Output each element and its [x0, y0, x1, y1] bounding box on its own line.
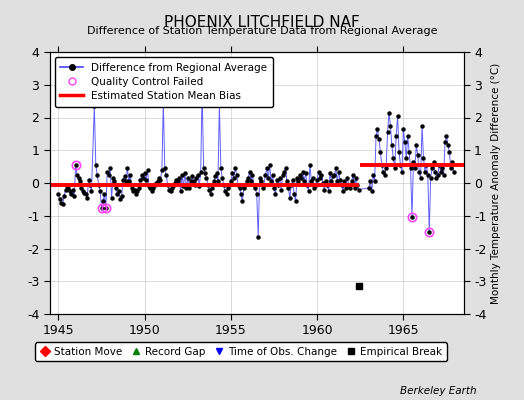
Legend: Station Move, Record Gap, Time of Obs. Change, Empirical Break: Station Move, Record Gap, Time of Obs. C…	[35, 342, 447, 361]
Text: Difference of Station Temperature Data from Regional Average: Difference of Station Temperature Data f…	[87, 26, 437, 36]
Text: Berkeley Earth: Berkeley Earth	[400, 386, 477, 396]
Y-axis label: Monthly Temperature Anomaly Difference (°C): Monthly Temperature Anomaly Difference (…	[490, 62, 501, 304]
Text: PHOENIX LITCHFIELD NAF: PHOENIX LITCHFIELD NAF	[164, 15, 360, 30]
Legend: Difference from Regional Average, Quality Control Failed, Estimated Station Mean: Difference from Regional Average, Qualit…	[55, 57, 272, 107]
